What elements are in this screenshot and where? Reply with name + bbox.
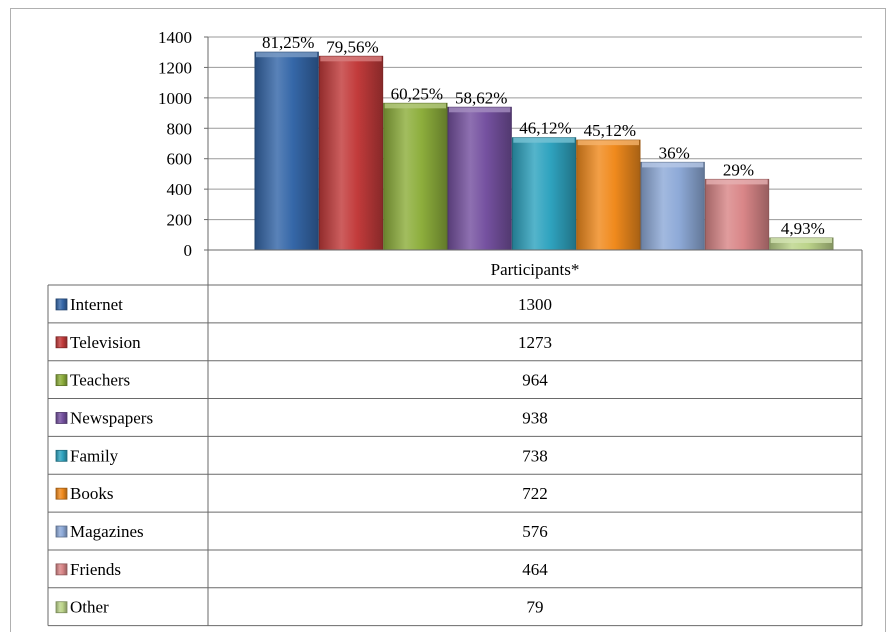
legend-key-television [55, 336, 68, 349]
bar-books [576, 139, 641, 251]
bar-top-highlight [384, 103, 446, 109]
y-tick-label: 400 [167, 180, 193, 199]
bar-top-highlight [770, 237, 832, 243]
legend-key-friends [55, 563, 68, 576]
data-label-friends: 29% [723, 160, 754, 179]
data-label-internet: 81,25% [262, 33, 314, 52]
legend-label-friends: Friends [70, 560, 121, 579]
legend-key-books [55, 487, 68, 500]
bar-top-highlight [577, 140, 639, 146]
y-tick-label: 1000 [158, 89, 192, 108]
legend-label-magazines: Magazines [70, 522, 144, 541]
table-value-other: 79 [527, 598, 544, 617]
bar-magazines [640, 161, 705, 251]
legend-label-newspapers: Newspapers [70, 408, 153, 427]
data-label-books: 45,12% [584, 121, 636, 140]
legend-key-teachers [55, 374, 68, 387]
y-tick-label: 200 [167, 211, 193, 230]
legend-key-internet [55, 298, 68, 311]
legend-key-magazines [55, 525, 68, 538]
bar-family [511, 137, 577, 251]
bar-top-highlight [642, 162, 704, 168]
bar-top-highlight [513, 137, 575, 143]
bar-top-highlight [706, 179, 768, 185]
legend-label-family: Family [70, 446, 119, 465]
data-label-television: 79,56% [326, 37, 378, 56]
data-label-family: 46,12% [519, 119, 571, 138]
table-value-books: 722 [522, 484, 548, 503]
y-tick-label: 800 [167, 119, 193, 138]
table-value-teachers: 964 [522, 371, 548, 390]
bar-friends [704, 178, 770, 251]
table-value-family: 738 [522, 446, 548, 465]
legend-label-internet: Internet [70, 295, 123, 314]
bar-internet [254, 51, 319, 251]
y-tick-label: 1200 [158, 58, 192, 77]
legend-label-teachers: Teachers [70, 371, 130, 390]
legend-key-family [55, 449, 68, 462]
data-label-magazines: 36% [659, 143, 690, 162]
data-label-other: 4,93% [781, 219, 825, 238]
legend-label-books: Books [70, 484, 113, 503]
bar-top-highlight [320, 56, 382, 62]
chart-frame [10, 8, 886, 632]
legend-label-other: Other [70, 598, 109, 617]
bar-television [318, 55, 384, 251]
table-value-internet: 1300 [518, 295, 552, 314]
table-value-newspapers: 938 [522, 408, 548, 427]
bar-top-highlight [449, 107, 511, 113]
bar-newspapers [447, 106, 512, 251]
x-category-label: Participants* [491, 260, 580, 279]
y-tick-label: 1400 [158, 28, 192, 47]
bar-top-highlight [256, 52, 318, 58]
legend-key-other [55, 601, 68, 614]
y-tick-label: 600 [167, 150, 193, 169]
legend-label-television: Television [70, 333, 141, 352]
y-tick-label: 0 [184, 241, 193, 260]
legend-key-newspapers [55, 412, 68, 424]
data-label-teachers: 60,25% [391, 84, 443, 103]
table-value-friends: 464 [522, 560, 548, 579]
table-value-magazines: 576 [522, 522, 548, 541]
data-label-newspapers: 58,62% [455, 88, 507, 107]
bar-teachers [383, 102, 448, 251]
table-value-television: 1273 [518, 333, 552, 352]
